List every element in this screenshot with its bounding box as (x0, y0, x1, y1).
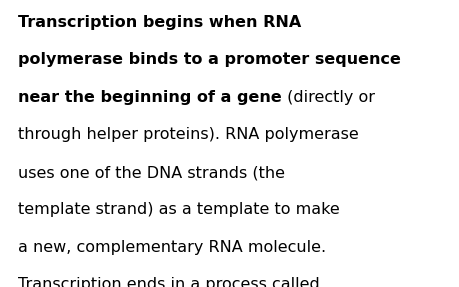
Text: Transcription ends in a process called: Transcription ends in a process called (18, 278, 320, 287)
Text: (directly or: (directly or (282, 90, 375, 105)
Text: through helper proteins). RNA polymerase: through helper proteins). RNA polymerase (18, 127, 359, 143)
Text: a new, complementary RNA molecule.: a new, complementary RNA molecule. (18, 240, 326, 255)
Text: uses one of the DNA strands (the: uses one of the DNA strands (the (18, 165, 285, 180)
Text: Transcription begins when RNA: Transcription begins when RNA (18, 15, 301, 30)
Text: template strand) as a template to make: template strand) as a template to make (18, 203, 340, 218)
Text: near the beginning of a gene: near the beginning of a gene (18, 90, 282, 105)
Text: polymerase binds to a promoter sequence: polymerase binds to a promoter sequence (18, 53, 401, 67)
